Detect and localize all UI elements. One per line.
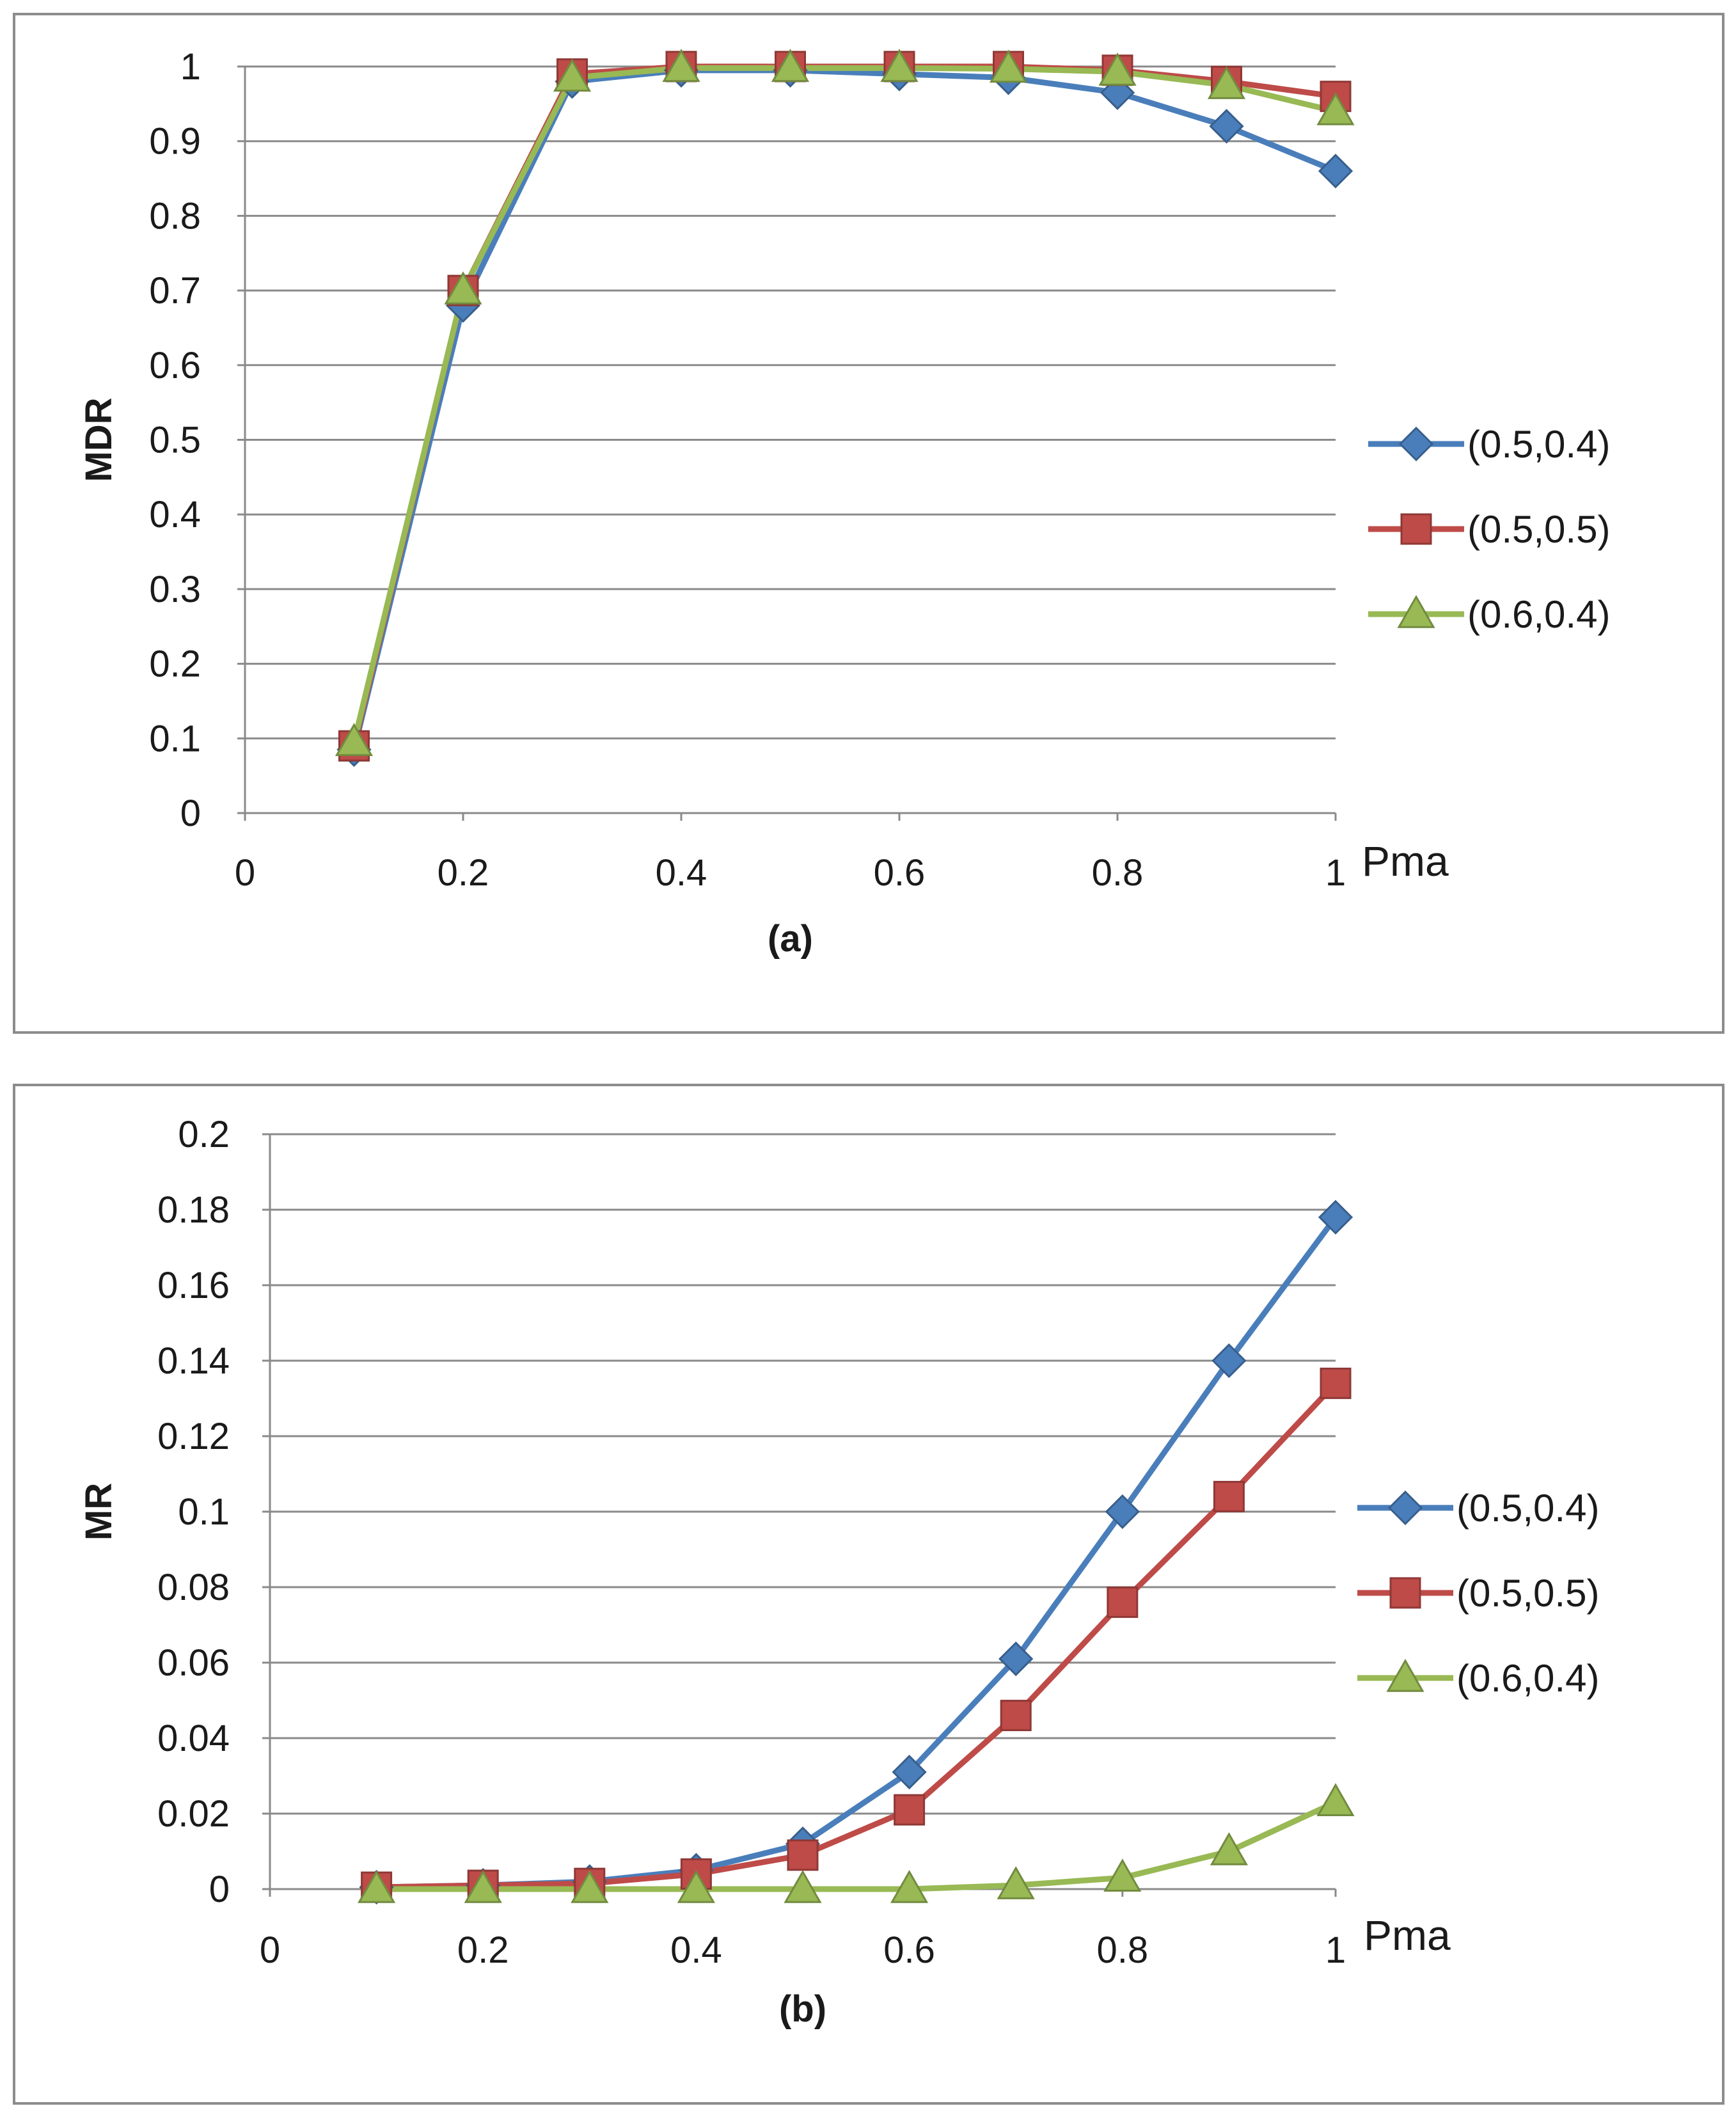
chart-a-y-tick-label: 0.3 [149, 569, 201, 610]
chart-a-series-line-1 [351, 63, 1339, 749]
chart-b-series-2-point [890, 1869, 929, 1903]
chart-b-series-1-point [1320, 1367, 1352, 1399]
chart-a-y-tick-label: 0.7 [149, 270, 201, 312]
chart-panel-a: 0 0.1 0.2 0.3 0.4 0.5 0.6 0.7 0.8 0.9 1 0 0.2 0.4 0.6 0… [13, 13, 1724, 1034]
chart-a-x-tick-label: 0 [235, 852, 255, 894]
chart-a-series-2-point [1316, 91, 1355, 125]
chart-b-legend-label-1: (0.5,0.5) [1456, 1572, 1599, 1615]
chart-a-series-line-2 [351, 65, 1339, 745]
chart-a-svg: 0 0.1 0.2 0.3 0.4 0.5 0.6 0.7 0.8 0.9 1 0 0.2 0.4 0.6 0… [78, 46, 1610, 960]
chart-b-series-1-point [1107, 1587, 1139, 1618]
chart-a-x-tick-label: 1 [1325, 852, 1346, 894]
chart-b-y-tick-label: 0.12 [157, 1416, 230, 1457]
chart-b-series-0-point [998, 1641, 1034, 1677]
chart-b-svg: 0 0.02 0.04 0.06 0.08 0.1 0.12 0.14 0.16 0.18 0.2 0… [78, 1114, 1599, 2030]
chart-a-y-tick-label: 0.2 [149, 644, 201, 685]
chart-panel-b: 0 0.02 0.04 0.06 0.08 0.1 0.12 0.14 0.16 0.18 0.2 0… [13, 1084, 1724, 2105]
chart-b-caption: (b) [779, 1988, 826, 2030]
chart-b-series-0-point [1318, 1199, 1353, 1235]
chart-b-legend-marker-0 [1387, 1490, 1423, 1526]
chart-b-series-1-point [894, 1794, 926, 1826]
chart-a-caption: (a) [768, 918, 813, 960]
chart-a-y-tick-label: 0.9 [149, 121, 201, 162]
chart-a-y-tick-label: 0.5 [149, 420, 201, 461]
chart-b-x-tick-label: 1 [1325, 1929, 1346, 1971]
chart-b-series-2-point [997, 1866, 1035, 1899]
chart-a-x-tick-label: 0.8 [1092, 852, 1144, 894]
chart-a-series-2-point [444, 271, 482, 305]
chart-a-legend-label-0: (0.5,0.4) [1467, 423, 1610, 466]
chart-b-legend-marker-1 [1389, 1577, 1421, 1609]
chart-a-legend-marker-2 [1397, 594, 1435, 628]
chart-b-series-0-point [1211, 1343, 1247, 1379]
chart-b-series-2-point [784, 1869, 822, 1903]
chart-a-series-line-0 [351, 67, 1339, 753]
chart-b-x-tick-label: 0 [260, 1929, 280, 1971]
chart-b-series-line-1 [374, 1380, 1339, 1890]
chart-a-x-tick-label: 0.4 [656, 852, 707, 894]
chart-b-x-axis-title: Pma [1364, 1911, 1451, 1959]
chart-a-y-tick-label: 0.8 [149, 195, 201, 237]
chart-a-series-2-point [771, 49, 810, 83]
chart-b-legend-marker-2 [1386, 1658, 1424, 1692]
chart-b-legend-label-0: (0.5,0.4) [1456, 1487, 1599, 1530]
chart-a-x-axis-title: Pma [1362, 837, 1449, 885]
chart-a-series-2-point [662, 49, 700, 83]
chart-a-series-0-point [1209, 109, 1244, 144]
chart-b-legend-label-2: (0.6,0.4) [1456, 1657, 1599, 1700]
chart-a-y-tick-label: 0 [180, 793, 201, 834]
chart-b-series-2-point [1103, 1858, 1142, 1892]
chart-b-series-2-point [464, 1869, 502, 1903]
chart-b-y-tick-label: 0.08 [157, 1567, 230, 1608]
chart-b-y-tick-label: 0.18 [157, 1189, 230, 1231]
chart-b-y-tick-label: 0.1 [178, 1491, 230, 1533]
chart-b-series-0-point [892, 1754, 927, 1790]
chart-b-x-tick-label: 0.2 [457, 1929, 509, 1971]
chart-b-series-2-point [571, 1869, 609, 1903]
chart-b-series-2-point [358, 1869, 396, 1903]
chart-b-x-tick-label: 0.4 [670, 1929, 722, 1971]
chart-b-series-0-point [1105, 1494, 1140, 1530]
chart-b-y-tick-label: 0.2 [178, 1114, 230, 1155]
chart-a-y-tick-label: 0.6 [149, 345, 201, 386]
chart-a-y-tick-label: 0.1 [149, 718, 201, 759]
chart-b-y-tick-label: 0.02 [157, 1793, 230, 1835]
chart-b-series-2-point [1316, 1783, 1355, 1817]
chart-a-series-2-point [989, 49, 1028, 83]
chart-a-x-tick-label: 0.2 [438, 852, 489, 894]
chart-a-y-axis-title: MDR [78, 397, 120, 482]
chart-b-y-tick-label: 0.06 [157, 1642, 230, 1684]
chart-b-series-line-0 [374, 1214, 1339, 1890]
chart-a-y-tick-label: 1 [180, 46, 201, 88]
chart-b-series-1-point [1000, 1700, 1032, 1732]
chart-a-series-0-point [1318, 154, 1353, 189]
chart-a-series-2-point [880, 49, 919, 83]
chart-b-y-tick-label: 0.04 [157, 1718, 230, 1759]
chart-b-series-1-point [1213, 1480, 1245, 1512]
chart-a-series-2-point [335, 723, 374, 756]
chart-b-series-line-2 [374, 1799, 1339, 1892]
chart-b-y-axis-title: MR [78, 1483, 120, 1540]
chart-a-legend-marker-0 [1398, 426, 1434, 462]
chart-b-x-tick-label: 0.8 [1096, 1929, 1148, 1971]
chart-a-legend-marker-1 [1400, 513, 1432, 545]
chart-a-legend-label-2: (0.6,0.4) [1467, 593, 1610, 636]
chart-a-series-2-point [553, 58, 592, 92]
chart-b-series-1-point [787, 1839, 819, 1871]
chart-b-series-2-point [677, 1869, 715, 1903]
chart-b-y-tick-label: 0 [209, 1869, 230, 1910]
chart-a-series-2-point [1098, 52, 1137, 86]
chart-a-legend-label-1: (0.5,0.5) [1467, 508, 1610, 551]
chart-b-y-tick-label: 0.16 [157, 1265, 230, 1306]
chart-a-series-2-point [1207, 66, 1246, 99]
chart-a-x-tick-label: 0.6 [874, 852, 926, 894]
chart-b-y-tick-label: 0.14 [157, 1340, 230, 1382]
chart-b-x-tick-label: 0.6 [883, 1929, 935, 1971]
chart-a-y-tick-label: 0.4 [149, 494, 201, 535]
chart-b-series-2-point [1210, 1832, 1248, 1865]
